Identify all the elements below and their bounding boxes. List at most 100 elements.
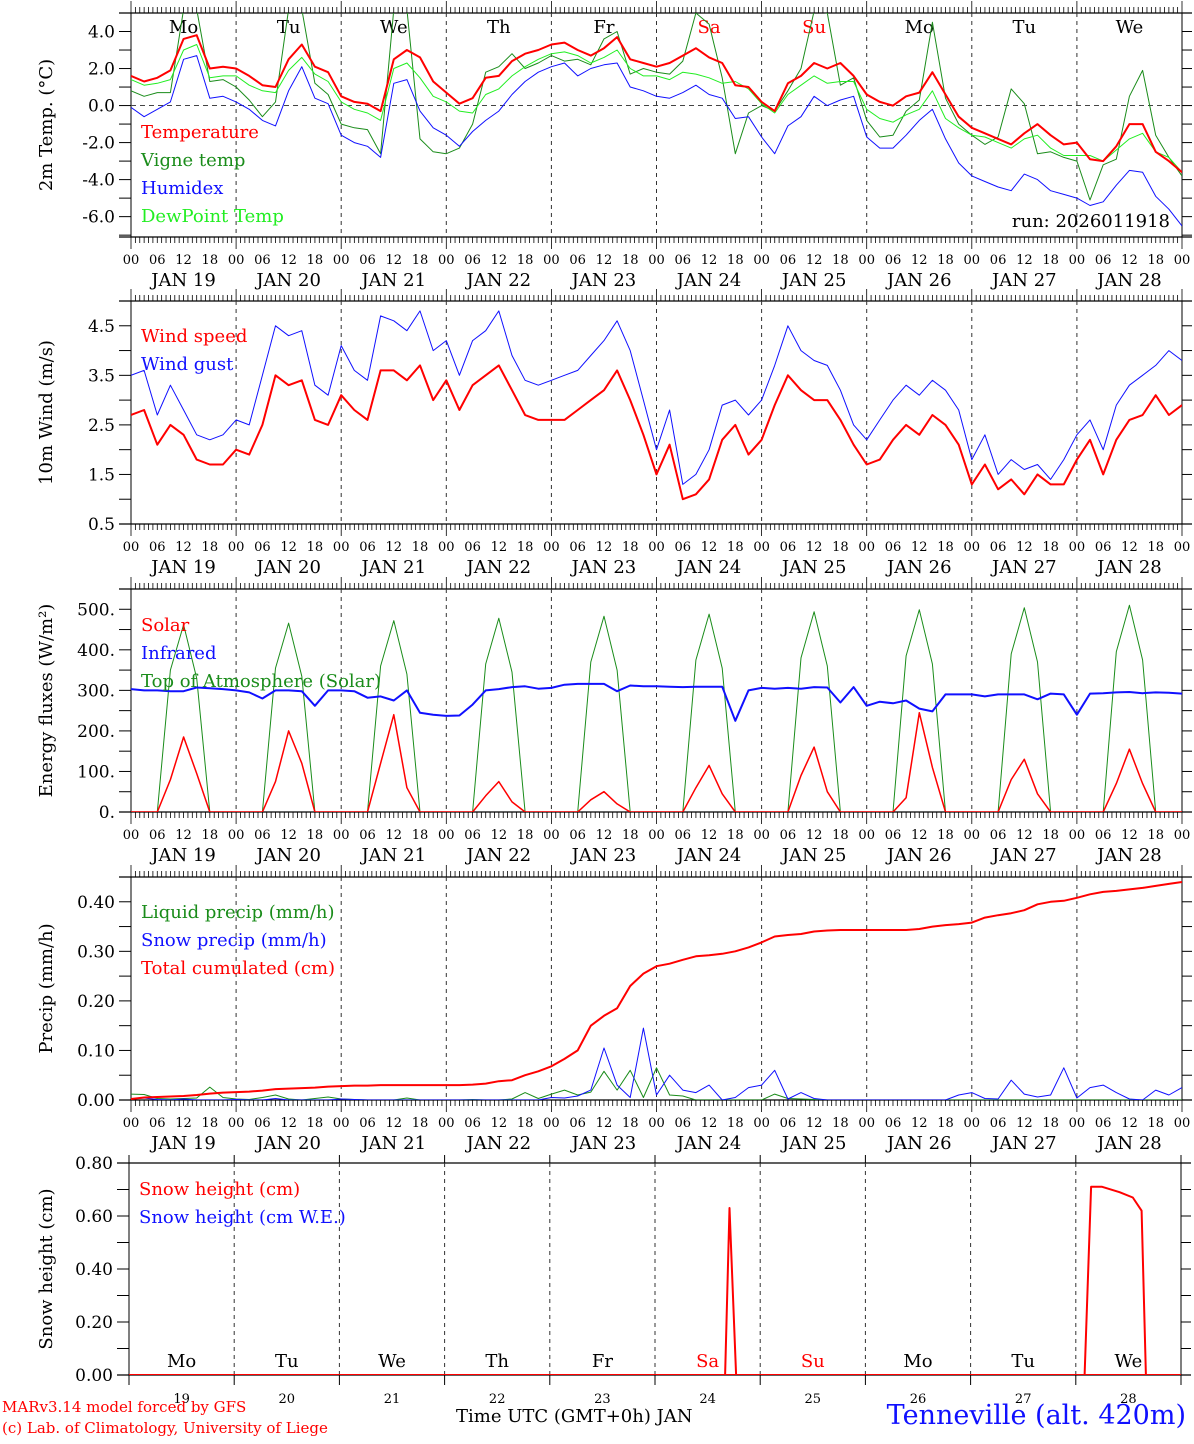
precip-x-hour-label: 12 [175, 1116, 192, 1131]
temperature-x-hour-label: 18 [307, 253, 324, 268]
precip-x-hour-label: 18 [307, 1116, 324, 1131]
precip-x-hour-label: 06 [149, 1116, 166, 1131]
energy-x-hour-label: 12 [491, 828, 508, 843]
energy-x-hour-label: 06 [254, 828, 271, 843]
temperature-x-hour-label: 18 [202, 253, 219, 268]
energy-x-hour-label: 00 [964, 828, 981, 843]
precip-x-hour-label: 18 [1147, 1116, 1164, 1131]
wind-x-hour-label: 00 [648, 540, 665, 555]
temperature-legend-entry: Temperature [141, 122, 259, 143]
snow-weekday-label: We [1115, 1351, 1143, 1372]
wind-x-hour-label: 12 [1016, 540, 1033, 555]
precip-x-hour-label: 00 [648, 1116, 665, 1131]
energy-x-hour-label: 18 [832, 828, 849, 843]
temperature-x-hour-label: 06 [1095, 253, 1112, 268]
snow-weekday-label: Th [485, 1351, 509, 1372]
energy-x-hour-label: 06 [149, 828, 166, 843]
wind-x-hour-label: 00 [333, 540, 350, 555]
precip-x-hour-label: 12 [911, 1116, 928, 1131]
wind-x-hour-label: 18 [832, 540, 849, 555]
precip-x-hour-label: 18 [1042, 1116, 1059, 1131]
temperature-series-humidex [131, 55, 1182, 227]
precip-series-snow-precip-mm-h- [131, 1027, 1182, 1100]
energy-x-date-label: JAN 27 [990, 845, 1057, 866]
precip-x-hour-label: 00 [228, 1116, 245, 1131]
temperature-x-hour-label: 00 [333, 253, 350, 268]
temperature-series-temperature [131, 34, 1182, 173]
temperature-x-hour-label: 12 [175, 253, 192, 268]
precip-x-hour-label: 06 [254, 1116, 271, 1131]
wind-x-hour-label: 18 [517, 540, 534, 555]
energy-x-hour-label: 06 [885, 828, 902, 843]
snow-legend-entry: Snow height (cm W.E.) [139, 1207, 346, 1228]
temperature-x-hour-label: 06 [675, 253, 692, 268]
energy-x-date-label: JAN 26 [885, 845, 952, 866]
energy-legend-entry: Top of Atmosphere (Solar) [141, 671, 381, 692]
energy-x-hour-label: 06 [1095, 828, 1112, 843]
wind-x-date-label: JAN 22 [465, 557, 532, 578]
wind-x-hour-label: 18 [1147, 540, 1164, 555]
precip-x-date-label: JAN 21 [359, 1133, 426, 1154]
precip-x-hour-label: 00 [858, 1116, 875, 1131]
energy-y-tick-label: 100. [77, 762, 115, 782]
wind-x-date-label: JAN 28 [1095, 557, 1162, 578]
temperature-run-annotation: run: 2026011918 [1012, 211, 1170, 232]
wind-x-hour-label: 06 [990, 540, 1007, 555]
temperature-x-hour-label: 18 [412, 253, 429, 268]
energy-x-date-label: JAN 22 [465, 845, 532, 866]
snow-x-day-number: 26 [910, 1392, 927, 1407]
energy-x-date-label: JAN 25 [780, 845, 847, 866]
precip-x-hour-label: 12 [806, 1116, 823, 1131]
precip-x-hour-label: 18 [937, 1116, 954, 1131]
snow-x-day-number: 27 [1015, 1392, 1032, 1407]
energy-y-tick-label: 400. [77, 641, 115, 661]
precip-x-hour-label: 12 [280, 1116, 297, 1131]
temperature-x-date-label: JAN 26 [885, 270, 952, 291]
precip-x-date-label: JAN 25 [780, 1133, 847, 1154]
temperature-series-dewpoint-temp [131, 44, 1182, 173]
snow-weekday-label: Mo [167, 1351, 196, 1372]
temperature-weekday-label: Mo [169, 17, 198, 38]
precip-x-hour-label: 06 [569, 1116, 586, 1131]
snow-y-tick-label: 0.80 [75, 1154, 113, 1174]
wind-x-hour-label: 12 [1121, 540, 1138, 555]
precip-x-hour-label: 00 [543, 1116, 560, 1131]
wind-x-hour-label: 18 [937, 540, 954, 555]
temperature-legend-entry: Vigne temp [140, 150, 245, 171]
precip-x-hour-label: 18 [622, 1116, 639, 1131]
temperature-x-date-label: JAN 28 [1095, 270, 1162, 291]
wind-x-hour-label: 18 [307, 540, 324, 555]
temperature-weekday-label: Th [487, 17, 511, 38]
precip-legend-entry: Snow precip (mm/h) [141, 930, 327, 951]
energy-x-hour-label: 18 [622, 828, 639, 843]
snow-weekday-label: Tu [275, 1351, 299, 1372]
precip-x-hour-label: 06 [675, 1116, 692, 1131]
energy-x-hour-label: 00 [1069, 828, 1086, 843]
snow-weekday-label: Sa [696, 1351, 719, 1372]
wind-x-hour-label: 12 [385, 540, 402, 555]
temperature-x-hour-label: 12 [911, 253, 928, 268]
snow-weekday-label: Su [801, 1351, 825, 1372]
wind-x-hour-label: 06 [359, 540, 376, 555]
wind-x-hour-label: 12 [596, 540, 613, 555]
energy-x-hour-label: 06 [359, 828, 376, 843]
temperature-y-tick-label: 0.0 [88, 97, 115, 117]
energy-x-date-label: JAN 20 [254, 845, 321, 866]
temperature-weekday-label: Fr [593, 17, 614, 38]
temperature-y-axis-label: 2m Temp. (°C) [36, 59, 57, 191]
temperature-series-vigne-temp [131, 13, 1182, 201]
wind-series-wind-gust [131, 310, 1182, 485]
precip-x-hour-label: 12 [1016, 1116, 1033, 1131]
wind-x-hour-label: 06 [780, 540, 797, 555]
temperature-x-hour-label: 18 [937, 253, 954, 268]
wind-series-wind-speed [131, 364, 1182, 501]
precip-x-hour-label: 18 [517, 1116, 534, 1131]
temperature-legend-entry: DewPoint Temp [141, 206, 284, 227]
energy-x-hour-label: 12 [911, 828, 928, 843]
wind-x-hour-label: 12 [701, 540, 718, 555]
temperature-y-tick-label: 4.0 [88, 23, 115, 43]
snow-x-day-number: 20 [279, 1392, 296, 1407]
precip-x-hour-label: 18 [727, 1116, 744, 1131]
temperature-weekday-label: We [1116, 17, 1144, 38]
precip-x-hour-label: 18 [202, 1116, 219, 1131]
